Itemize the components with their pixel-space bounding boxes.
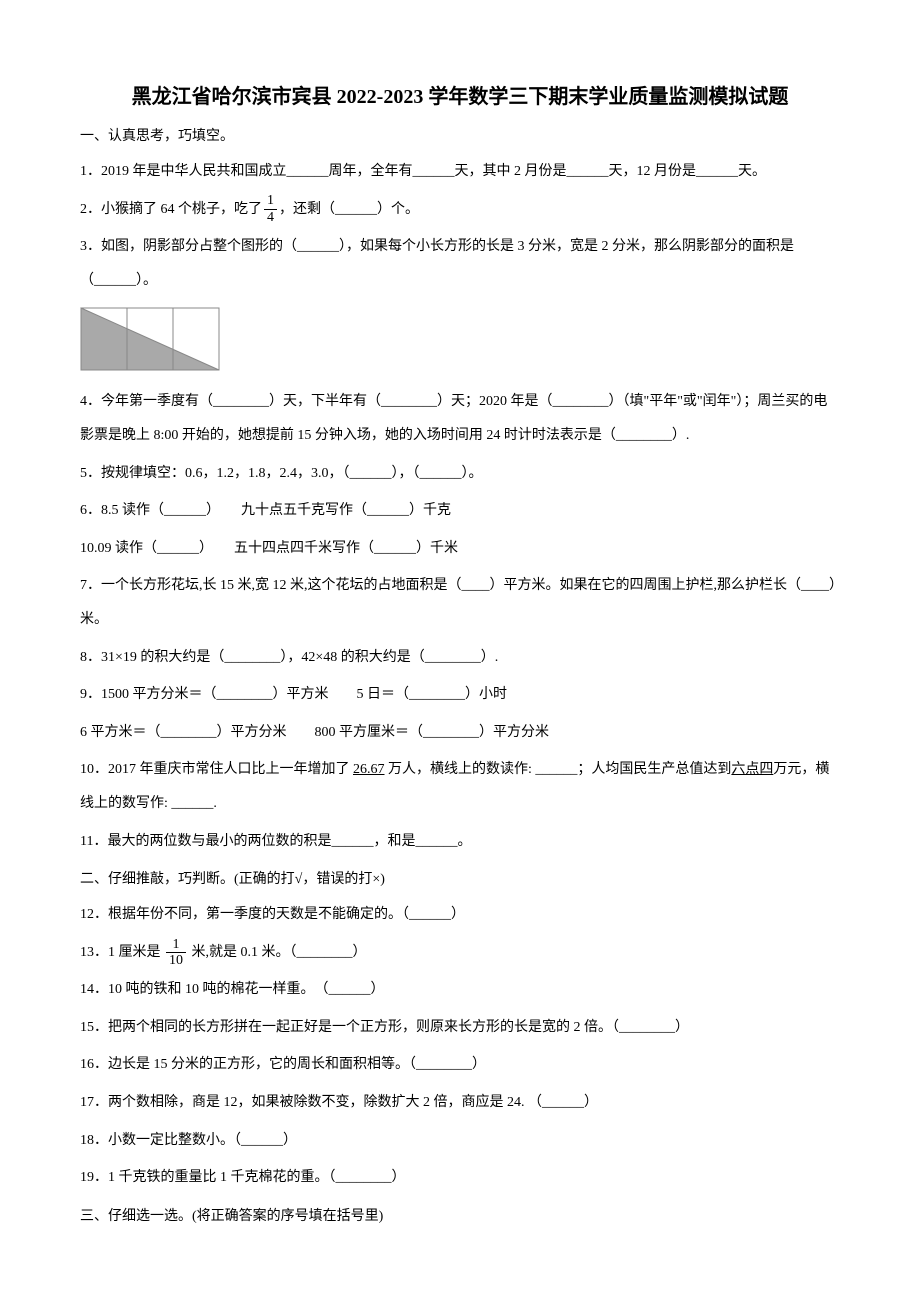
question-6-line-1: 6．8.5 读作（______） 九十点五千克写作（______）千克 bbox=[80, 494, 840, 528]
question-14: 14．10 吨的铁和 10 吨的棉花一样重。 （______） bbox=[80, 973, 840, 1007]
section-2-header: 二、仔细推敲，巧判断。(正确的打√，错误的打×) bbox=[80, 868, 840, 888]
section-1-header: 一、认真思考，巧填空。 bbox=[80, 125, 840, 145]
question-11: 11．最大的两位数与最小的两位数的积是______，和是______。 bbox=[80, 825, 840, 859]
fraction-numerator: 1 bbox=[166, 937, 186, 953]
question-13: 13．1 厘米是 110 米,就是 0.1 米。（________） bbox=[80, 936, 840, 970]
section-3-header: 三、仔细选一选。(将正确答案的序号填在括号里) bbox=[80, 1205, 840, 1225]
question-10-part-a: 10．2017 年重庆市常住人口比上一年增加了 bbox=[80, 762, 353, 777]
question-8: 8．31×19 的积大约是（________），42×48 的积大约是（____… bbox=[80, 641, 840, 675]
fraction-denominator: 10 bbox=[166, 953, 186, 968]
question-17: 17．两个数相除，商是 12，如果被除数不变，除数扩大 2 倍，商应是 24. … bbox=[80, 1086, 840, 1120]
question-3: 3．如图，阴影部分占整个图形的（______），如果每个小长方形的长是 3 分米… bbox=[80, 230, 840, 297]
question-2: 2．小猴摘了 64 个桃子，吃了14，还剩（______）个。 bbox=[80, 193, 840, 227]
question-4: 4．今年第一季度有（________）天，下半年有（________）天；202… bbox=[80, 385, 840, 452]
fraction-denominator: 4 bbox=[264, 210, 277, 225]
fraction-1-10: 110 bbox=[166, 937, 186, 969]
page-title: 黑龙江省哈尔滨市宾县 2022-2023 学年数学三下期末学业质量监测模拟试题 bbox=[80, 80, 840, 109]
question-6-line-2: 10.09 读作（______） 五十四点四千米写作（______）千米 bbox=[80, 532, 840, 566]
question-1: 1．2019 年是中华人民共和国成立______周年，全年有______天，其中… bbox=[80, 155, 840, 189]
question-10-underline-1: 26.67 bbox=[353, 762, 385, 777]
question-5: 5．按规律填空：0.6，1.2，1.8，2.4，3.0，（______），（__… bbox=[80, 457, 840, 491]
question-10-part-b: 万人，横线上的数读作: ______；人均国民生产总值达到 bbox=[385, 762, 732, 777]
question-15: 15．把两个相同的长方形拼在一起正好是一个正方形，则原来长方形的长是宽的 2 倍… bbox=[80, 1011, 840, 1045]
question-2-part-a: 2．小猴摘了 64 个桃子，吃了 bbox=[80, 202, 262, 217]
question-13-part-a: 13．1 厘米是 bbox=[80, 945, 164, 960]
question-7: 7．一个长方形花坛,长 15 米,宽 12 米,这个花坛的占地面积是（____）… bbox=[80, 569, 840, 636]
question-3-figure bbox=[80, 307, 840, 371]
question-2-part-b: ，还剩（______）个。 bbox=[279, 202, 419, 217]
question-10: 10．2017 年重庆市常住人口比上一年增加了 26.67 万人，横线上的数读作… bbox=[80, 753, 840, 820]
question-19: 19．1 千克铁的重量比 1 千克棉花的重。（________） bbox=[80, 1161, 840, 1195]
fraction-numerator: 1 bbox=[264, 193, 277, 209]
question-12: 12．根据年份不同，第一季度的天数是不能确定的。（______） bbox=[80, 898, 840, 932]
question-18: 18．小数一定比整数小。（______） bbox=[80, 1124, 840, 1158]
question-10-underline-2: 六点四 bbox=[731, 762, 773, 777]
question-16: 16．边长是 15 分米的正方形，它的周长和面积相等。（________） bbox=[80, 1048, 840, 1082]
question-9-line-1: 9．1500 平方分米＝（________）平方米 5 日＝（________）… bbox=[80, 678, 840, 712]
question-9-line-2: 6 平方米＝（________）平方分米 800 平方厘米＝（________）… bbox=[80, 716, 840, 750]
fraction-1-4: 14 bbox=[264, 193, 277, 225]
question-13-part-b: 米,就是 0.1 米。（________） bbox=[188, 945, 367, 960]
